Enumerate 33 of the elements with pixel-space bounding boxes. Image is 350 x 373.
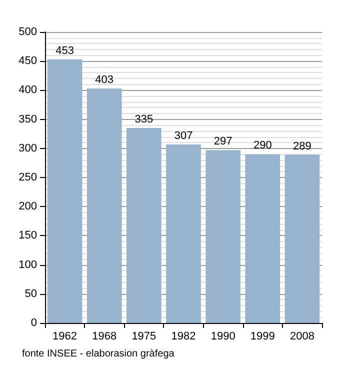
data-label: 335 xyxy=(134,114,154,126)
y-tick-label: 300 xyxy=(18,142,37,154)
bar xyxy=(284,154,320,323)
x-tick-label: 2008 xyxy=(290,330,314,342)
y-tick-label: 150 xyxy=(18,230,37,242)
bar xyxy=(206,150,240,323)
y-tick-label: 0 xyxy=(30,317,37,329)
y-tick-label: 400 xyxy=(18,84,37,96)
data-label: 290 xyxy=(253,140,272,152)
bar xyxy=(86,88,122,323)
y-tick-label: 50 xyxy=(24,288,37,300)
data-label: 289 xyxy=(293,140,312,152)
bar xyxy=(245,154,280,323)
data-label: 403 xyxy=(95,74,114,86)
source-note: fonte INSEE - elaborasion gràfega xyxy=(22,348,175,360)
y-tick-label: 100 xyxy=(18,258,37,271)
data-label: 453 xyxy=(56,44,74,57)
x-tick-label: 1990 xyxy=(210,330,236,342)
x-tick-label: 1999 xyxy=(250,330,275,342)
x-tick-label: 1982 xyxy=(171,330,196,342)
y-tick-label: 200 xyxy=(18,200,37,213)
data-label: 307 xyxy=(174,130,193,142)
x-tick-label: 1975 xyxy=(132,330,156,342)
y-tick-label: 450 xyxy=(18,55,37,68)
bar xyxy=(47,59,82,323)
y-tick-label: 250 xyxy=(18,172,37,184)
bar xyxy=(166,144,201,323)
y-tick-label: 350 xyxy=(18,113,37,126)
bar xyxy=(126,128,162,323)
y-tick-label: 500 xyxy=(18,26,37,38)
x-tick-label: 1962 xyxy=(52,330,78,342)
x-tick-label: 1968 xyxy=(92,330,117,342)
data-label: 297 xyxy=(214,136,232,148)
